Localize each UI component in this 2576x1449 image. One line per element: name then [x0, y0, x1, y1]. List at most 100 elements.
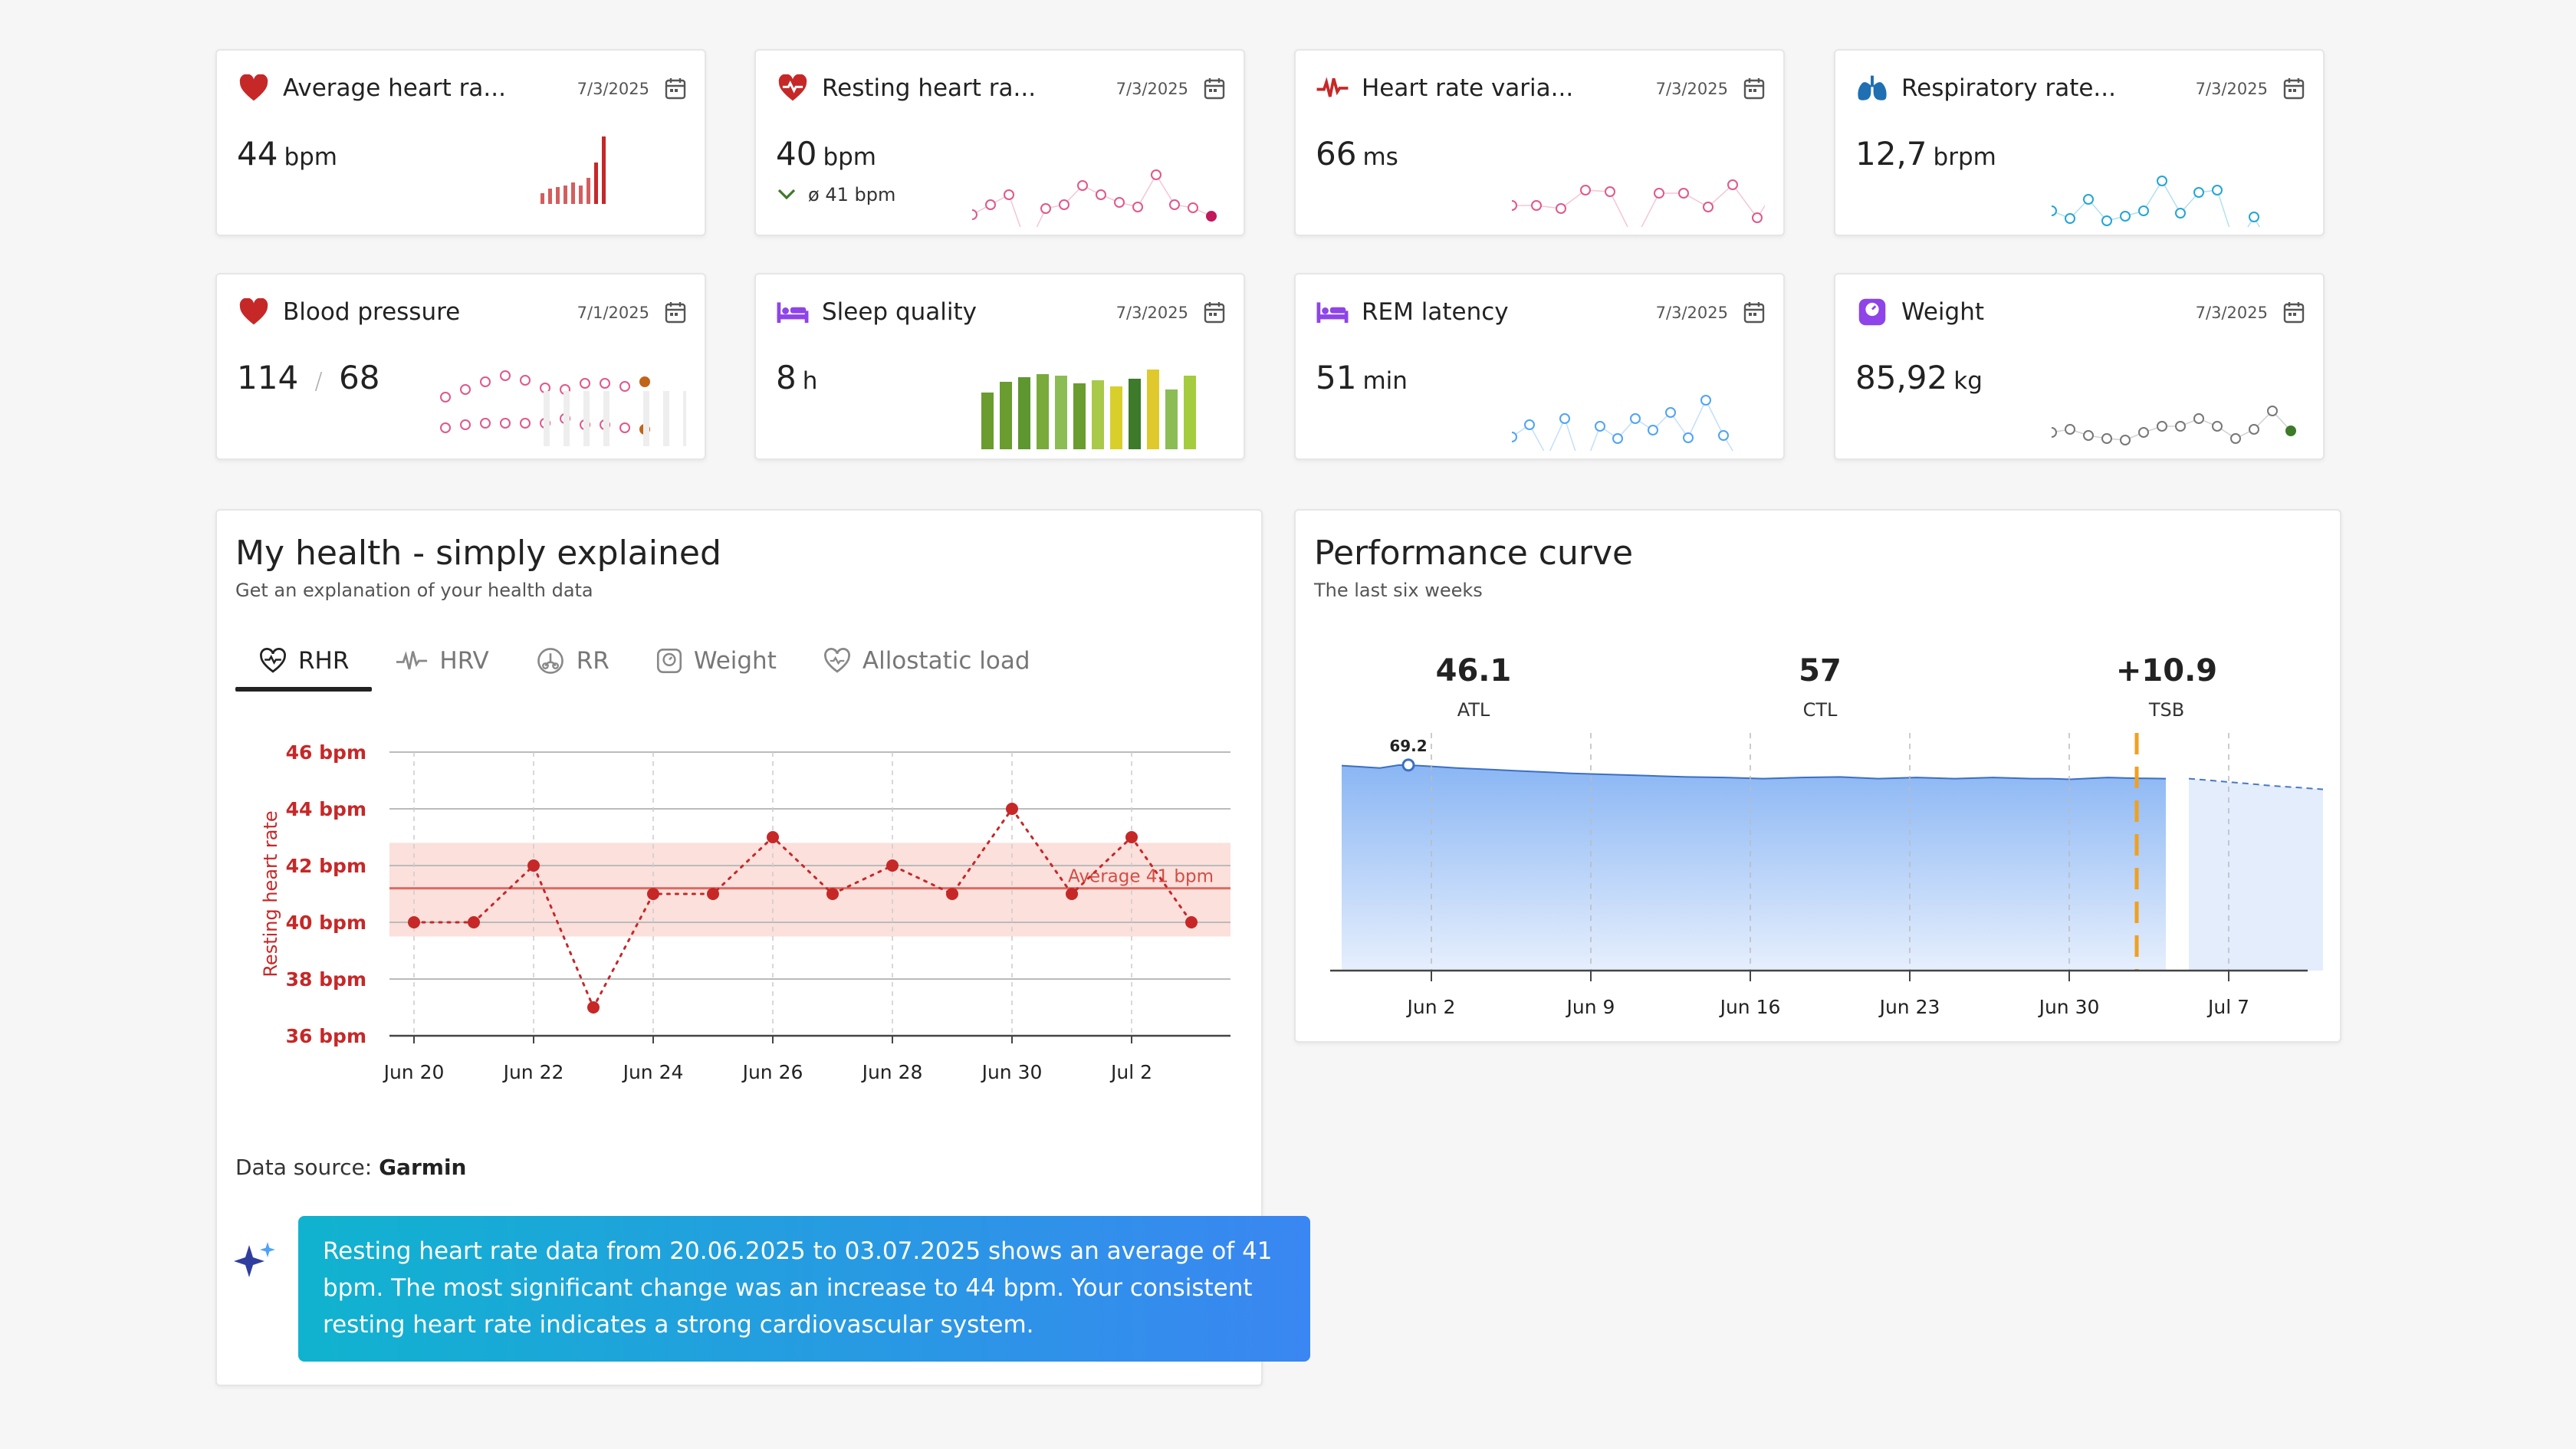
- sparkline: [1512, 179, 1765, 227]
- sparkline-bar: [602, 136, 606, 204]
- sparkline-point: [1096, 189, 1106, 200]
- calendar-icon[interactable]: [1743, 77, 1765, 103]
- diastolic-value: 68: [339, 359, 380, 396]
- x-tick-label: Jun 26: [741, 1061, 803, 1083]
- sparkline-point: [460, 419, 471, 430]
- sparkline-point: [2193, 413, 2204, 424]
- calendar-icon[interactable]: [2283, 77, 2305, 103]
- sparkline: [440, 370, 686, 446]
- calendar-icon[interactable]: [665, 301, 686, 327]
- tile-average: ø 41 bpm: [776, 184, 895, 205]
- tab-rr[interactable]: RR: [512, 633, 632, 688]
- health-title: My health - simply explained: [235, 534, 721, 573]
- metric-value: 57: [1799, 653, 1842, 688]
- sparkline-point: [1700, 395, 1711, 406]
- sparkline-bar: [540, 193, 544, 204]
- sparkline-bar: [1055, 376, 1067, 449]
- tile-unit: bpm: [823, 143, 877, 171]
- tile-title: Weight: [1901, 298, 1985, 326]
- tab-label: Allostatic load: [862, 647, 1030, 675]
- tile-value-number: 85,92: [1855, 359, 1948, 396]
- tile-date: 7/3/2025: [1116, 304, 1188, 322]
- data-point: [826, 888, 839, 900]
- y-tick-label: 46 bpm: [286, 741, 366, 764]
- tab-rhr[interactable]: RHR: [235, 633, 373, 692]
- sparkline-point: [1206, 211, 1217, 222]
- calendar-icon[interactable]: [2283, 301, 2305, 327]
- sparkline: [540, 136, 606, 204]
- calendar-icon[interactable]: [665, 77, 686, 103]
- tile-value: 66 ms: [1316, 135, 1398, 172]
- sparkline-point: [619, 422, 630, 433]
- data-point: [1006, 803, 1018, 815]
- sparkline: [2052, 406, 2296, 445]
- sparkline-point: [480, 418, 491, 429]
- sparkline-point: [972, 209, 978, 220]
- tile-value-number: 40: [776, 135, 817, 172]
- tab-weight[interactable]: Weight: [632, 633, 800, 688]
- metric-tile[interactable]: REM latency 7/3/2025 51 min: [1294, 273, 1785, 460]
- calendar-icon[interactable]: [1743, 301, 1765, 327]
- sparkline-point: [1114, 197, 1125, 208]
- sparkline-point: [2083, 430, 2094, 441]
- sparkline-bar: [603, 391, 610, 446]
- average-label: Average 41 bpm: [1068, 867, 1214, 887]
- metric-tile[interactable]: Resting heart ra... 7/3/2025 40 bpm ø 41 …: [754, 49, 1245, 236]
- metric-tile[interactable]: Respiratory rate... 7/3/2025 12,7 brpm: [1834, 49, 2325, 236]
- data-point: [1185, 916, 1198, 928]
- metric-value: +10.9: [2115, 653, 2218, 688]
- sparkline-point: [639, 376, 650, 387]
- sparkline-point: [1752, 212, 1763, 223]
- sparkline-point: [1169, 199, 1180, 210]
- heart-outline-icon: [823, 648, 850, 673]
- tab-hrv[interactable]: HRV: [372, 633, 511, 688]
- sparkline-point: [520, 418, 531, 429]
- sparkline-point: [1524, 419, 1535, 430]
- sparkline-point: [2249, 212, 2259, 222]
- sparkline-point: [2267, 406, 2278, 416]
- heart-pulse-outline-icon: [260, 648, 286, 673]
- tile-title: Average heart ra...: [283, 74, 506, 102]
- tile-value-number: 8: [776, 359, 797, 396]
- x-tick-label: Jul 7: [2206, 996, 2249, 1018]
- metric-tile[interactable]: Blood pressure 7/1/2025 114 / 68: [215, 273, 706, 460]
- sparkline-point: [600, 378, 610, 389]
- sparkline-point: [2175, 421, 2186, 432]
- performance-card: Performance curve The last six weeks 46.…: [1294, 509, 2341, 1043]
- tile-title: Blood pressure: [283, 298, 461, 326]
- y-tick-label: 40 bpm: [286, 912, 366, 934]
- heart-icon: [237, 71, 271, 105]
- health-card: My health - simply explained Get an expl…: [215, 509, 1310, 1386]
- tab-allostatic-load[interactable]: Allostatic load: [800, 633, 1053, 688]
- sparkline-bar: [544, 391, 550, 446]
- calendar-icon[interactable]: [1204, 301, 1225, 327]
- sparkline-bar: [683, 391, 686, 446]
- tile-unit: brpm: [1933, 143, 1996, 171]
- sparkline-point: [580, 378, 590, 389]
- sparkline-point: [1556, 203, 1566, 214]
- tile-value-number: 44: [237, 135, 278, 172]
- sparkline-bar: [579, 186, 583, 204]
- sparkline-point: [440, 392, 451, 402]
- calendar-icon[interactable]: [1204, 77, 1225, 103]
- sparkline: [2052, 176, 2261, 227]
- metric-ctl: 57 CTL: [1743, 653, 1897, 721]
- sparkline-point: [1727, 179, 1738, 190]
- sparkline-point: [2120, 211, 2131, 222]
- sparkline-bar: [548, 189, 552, 204]
- sparkline-point: [1077, 180, 1088, 191]
- tile-header: Weight 7/3/2025: [1855, 293, 2305, 331]
- metric-tile[interactable]: Average heart ra... 7/3/2025 44 bpm: [215, 49, 706, 236]
- sparkline-point: [2138, 427, 2149, 438]
- sparkline-bar: [1073, 383, 1086, 449]
- x-tick-label: Jun 24: [622, 1061, 684, 1083]
- metric-tile[interactable]: Heart rate varia... 7/3/2025 66 ms: [1294, 49, 1785, 236]
- metric-tile[interactable]: Weight 7/3/2025 85,92 kg: [1834, 273, 2325, 460]
- sparkline-point: [1595, 421, 1605, 432]
- x-tick-label: Jun 22: [502, 1061, 564, 1083]
- sparkline-line: [1512, 183, 1765, 227]
- tile-value: 114 / 68: [237, 359, 380, 396]
- sparkline-bar: [583, 391, 590, 446]
- tile-date: 7/3/2025: [1116, 80, 1188, 98]
